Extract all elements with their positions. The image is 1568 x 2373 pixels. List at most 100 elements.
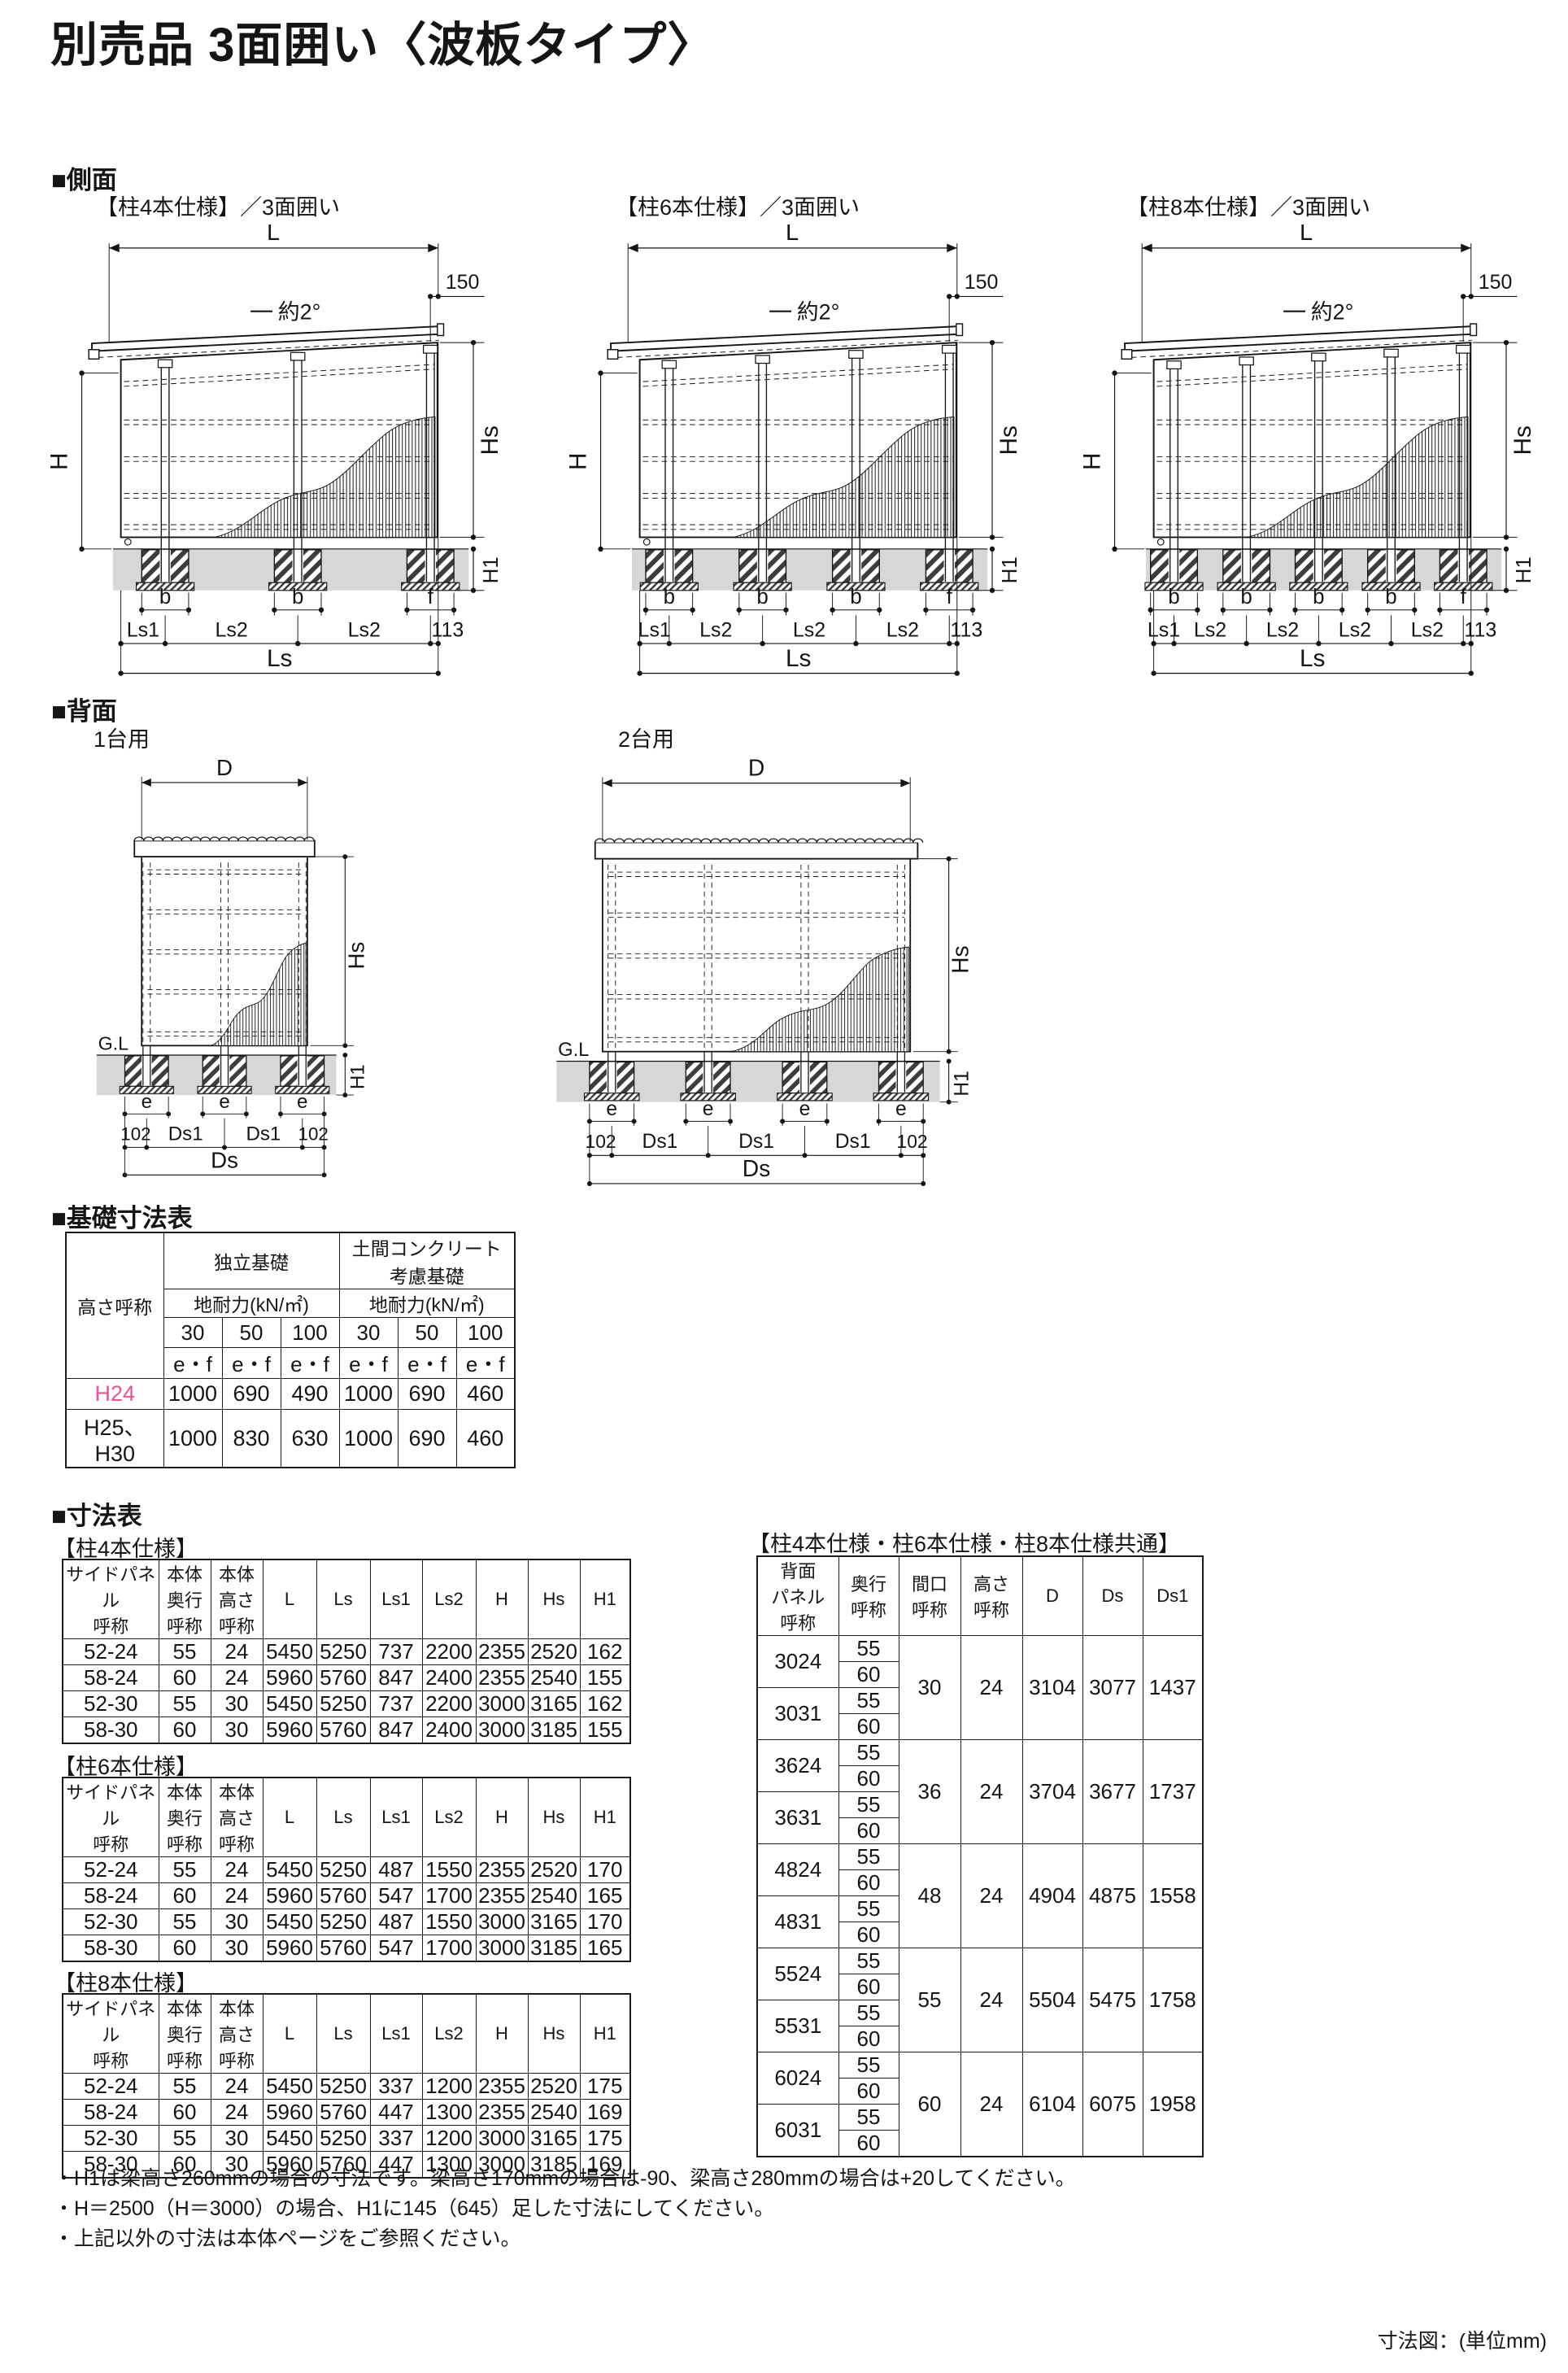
dim-label: b <box>1313 586 1324 609</box>
table-row: 52-24 55 24 5450 5250 337 1200 2355 2520 175 <box>62 2073 631 2100</box>
dim-label: Ls1 <box>127 618 159 641</box>
table-cell: 547 <box>369 1882 423 1909</box>
table-cell: 847 <box>369 1716 423 1744</box>
side-view-8-pillar: 【柱8本仕様】／3面囲い L 150 約2° H Hs H1 b b b b f Ls1 Ls2 Ls2 L… <box>1064 194 1548 686</box>
column-header: 100 <box>455 1317 516 1348</box>
side-view-4-pillar: 【柱4本仕様】／3面囲い L 150 約2° H Hs H1 b b f Ls1 Ls2 Ls2 113… <box>31 194 516 686</box>
table-cell: 55 <box>838 1635 899 1662</box>
table-row: 60 <box>757 1713 1203 1740</box>
table-row: 6024 55 60 24 6104 6075 1958 <box>756 2052 1204 2157</box>
dim-label: H <box>46 452 72 470</box>
table-cell: 3000 <box>475 2151 529 2179</box>
table-cell: 1550 <box>421 1908 477 1935</box>
table-cell: 3024 <box>756 1635 839 1688</box>
table-cell: 5250 <box>316 1638 371 1665</box>
table-cell: 24 <box>960 2052 1023 2157</box>
column-header: Ls2 <box>421 1993 477 2074</box>
column-header: Ds1 <box>1142 1555 1204 1636</box>
page-title: 別売品 3面囲い〈波板タイプ〉 <box>50 19 716 72</box>
dim-label: b <box>664 586 675 609</box>
table-row: 60 <box>757 2078 1203 2105</box>
table-cell: 460 <box>455 1378 516 1410</box>
table-cell: 487 <box>369 1908 423 1935</box>
column-header: 30 <box>338 1317 399 1348</box>
column-header: L <box>262 1993 317 2074</box>
unit-note: 寸法図：(単位mm) <box>1377 2330 1547 2353</box>
dim-label: b <box>159 586 171 609</box>
column-header: サイドパネル 呼称 <box>62 1777 159 1857</box>
dim-label: e <box>606 1098 617 1120</box>
column-header: 本体 奥行 呼称 <box>158 1559 211 1639</box>
column-header: L <box>262 1559 317 1639</box>
column-header: H1 <box>579 1993 631 2074</box>
table-cell: 4904 <box>1021 1843 1083 1948</box>
dim-label: Ls2 <box>1194 618 1226 641</box>
table-row: 5524 55 55 24 5504 5475 1758 <box>756 1948 1204 2052</box>
table-cell: 3000 <box>475 1690 529 1717</box>
dim-label: Ls1 <box>1148 618 1180 641</box>
table-cell: 737 <box>369 1638 423 1665</box>
table-cell: 162 <box>579 1690 631 1717</box>
dim-label: e <box>219 1091 229 1113</box>
table-cell: 60 <box>158 2151 211 2179</box>
table-cell: 1000 <box>163 1409 223 1468</box>
dim-label: Ls2 <box>1266 618 1299 641</box>
table-cell: 60 <box>838 2078 899 2105</box>
table-cell: 3185 <box>527 1935 581 1962</box>
table-cell: 3185 <box>527 1716 581 1744</box>
dim-label: D <box>748 755 764 781</box>
table-cell: 36 <box>898 1739 961 1844</box>
column-header: Ls <box>316 1777 371 1857</box>
table-cell: 6104 <box>1021 2052 1083 2157</box>
dimension-table-6pillar: サイドパネル 呼称 本体 奥行 呼称 本体 高さ 呼称 L Ls Ls1 Ls2 H Hs H1 … <box>62 1777 631 1962</box>
table-cell: 1700 <box>421 1935 477 1962</box>
column-header: 本体 高さ 呼称 <box>210 1993 264 2074</box>
table-cell: 447 <box>369 2099 423 2126</box>
column-header: 高さ 呼称 <box>960 1555 1023 1636</box>
table-row: H24 1000 690 490 1000 690 460 <box>65 1378 516 1410</box>
table-cell: 55 <box>838 1687 899 1714</box>
table-cell: 2355 <box>475 1664 529 1691</box>
table-body: 52-24 55 24 5450 5250 487 1550 2355 2520 170 58-24… <box>62 1856 631 1962</box>
table-cell: 55 <box>838 2104 899 2131</box>
diagram-caption: 1台用 <box>94 727 150 752</box>
table-row: 60 <box>757 1765 1203 1792</box>
column-header: Ds <box>1082 1555 1143 1636</box>
dim-label: Ls2 <box>886 618 919 641</box>
table-cell: 52-24 <box>62 1638 159 1665</box>
diagram-caption: 2台用 <box>618 727 675 752</box>
table-cell: 5250 <box>316 1856 371 1883</box>
dim-label: 102 <box>120 1123 150 1144</box>
dim-label: Ls <box>786 645 811 672</box>
table-cell: 1550 <box>421 1856 477 1883</box>
table-cell: 3704 <box>1021 1739 1083 1844</box>
table-row: 30 50 100 30 50 100 <box>66 1317 516 1348</box>
column-header: 50 <box>397 1317 457 1348</box>
column-header: D <box>1021 1555 1083 1636</box>
table-cell: 175 <box>579 2125 631 2152</box>
table-cell: 2200 <box>421 1638 477 1665</box>
back-view-single: 1台用 D G.L Hs H1 e e e 102 102 Ds1 Ds1 Ds <box>47 726 389 1191</box>
table-cell: 3677 <box>1082 1739 1143 1844</box>
foundation-table: 高さ呼称 独立基礎 土間コンクリート 考慮基礎 地耐力(kN/㎡) 地耐力(kN… <box>65 1232 516 1468</box>
table-cell: 55 <box>158 1690 211 1717</box>
table-cell: 170 <box>579 1856 631 1883</box>
table-cell: 5960 <box>262 1716 317 1744</box>
dim-label: f <box>428 586 434 609</box>
table-cell: 60 <box>898 2052 961 2157</box>
table-cell: 5450 <box>262 1690 317 1717</box>
table-row: 58-30 60 30 5960 5760 847 2400 3000 3185 155 <box>62 1716 631 1744</box>
table-cell: 5960 <box>262 1935 317 1962</box>
dim-label: L <box>786 225 799 246</box>
table-cell: 58-24 <box>62 1882 159 1909</box>
table-cell: 175 <box>579 2073 631 2100</box>
table-cell: 30 <box>210 1690 264 1717</box>
table-cell: 58-24 <box>62 1664 159 1691</box>
table-cell: 1437 <box>1142 1635 1204 1740</box>
table-cell: 60 <box>838 2026 899 2052</box>
table-cell: 2520 <box>527 2073 581 2100</box>
table-cell: 58-24 <box>62 2099 159 2126</box>
dim-label: Ls2 <box>699 618 732 641</box>
table-cell: 30 <box>210 1716 264 1744</box>
